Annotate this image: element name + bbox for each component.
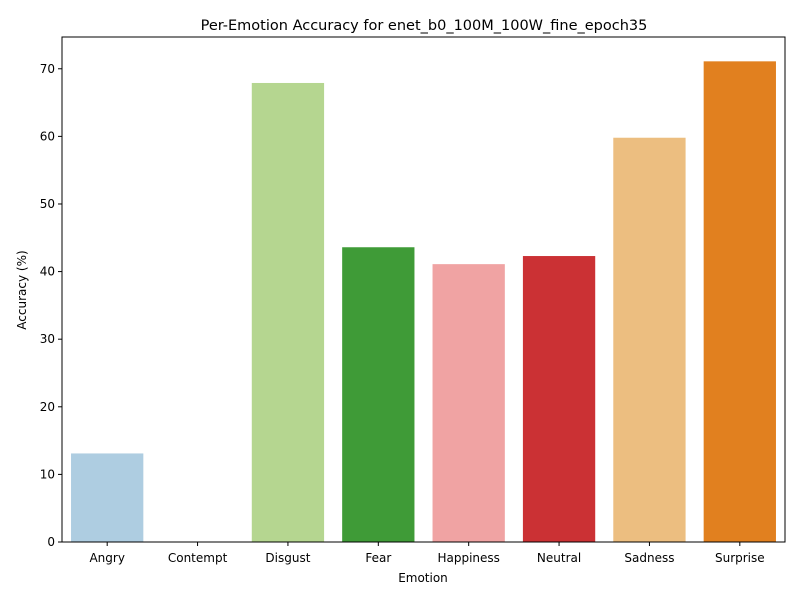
bar-sadness — [613, 137, 686, 542]
x-tick-label: Fear — [365, 551, 391, 565]
y-tick-label: 40 — [40, 265, 55, 279]
y-axis-label: Accuracy (%) — [15, 250, 29, 329]
x-tick-label: Sadness — [624, 551, 674, 565]
x-axis-label: Emotion — [398, 571, 448, 585]
bars-group — [71, 61, 776, 543]
y-tick-label: 30 — [40, 332, 55, 346]
y-tick-label: 70 — [40, 62, 55, 76]
y-tick-label: 10 — [40, 467, 55, 481]
bar-surprise — [703, 61, 776, 543]
chart-title: Per-Emotion Accuracy for enet_b0_100M_10… — [201, 18, 648, 34]
y-tick-label: 20 — [40, 400, 55, 414]
y-tick-label: 50 — [40, 197, 55, 211]
y-tick-label: 60 — [40, 129, 55, 143]
x-tick-label: Contempt — [168, 551, 228, 565]
x-tick-label: Happiness — [437, 551, 499, 565]
bar-happiness — [432, 264, 505, 542]
x-tick-label: Surprise — [715, 551, 765, 565]
bar-fear — [342, 247, 415, 542]
bar-angry — [71, 453, 144, 542]
y-axis: 0 10 20 30 40 50 60 70 — [40, 62, 62, 549]
plot-frame — [61, 36, 786, 543]
x-tick-label: Angry — [89, 551, 124, 565]
x-axis: Angry Contempt Disgust Fear Happiness Neutral… — [89, 542, 765, 565]
y-tick-label: 0 — [47, 535, 55, 549]
x-tick-label: Neutral — [537, 551, 581, 565]
bar-neutral — [522, 256, 596, 542]
bar-disgust — [251, 82, 325, 542]
x-tick-label: Disgust — [265, 551, 310, 565]
